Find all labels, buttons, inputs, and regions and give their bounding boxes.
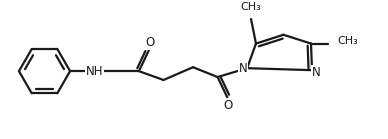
Text: N: N	[239, 62, 248, 75]
Text: N: N	[312, 66, 320, 79]
Text: CH₃: CH₃	[241, 2, 262, 12]
Text: O: O	[145, 36, 154, 49]
Text: O: O	[224, 99, 233, 112]
Text: CH₃: CH₃	[338, 36, 359, 46]
Text: NH: NH	[86, 65, 104, 78]
